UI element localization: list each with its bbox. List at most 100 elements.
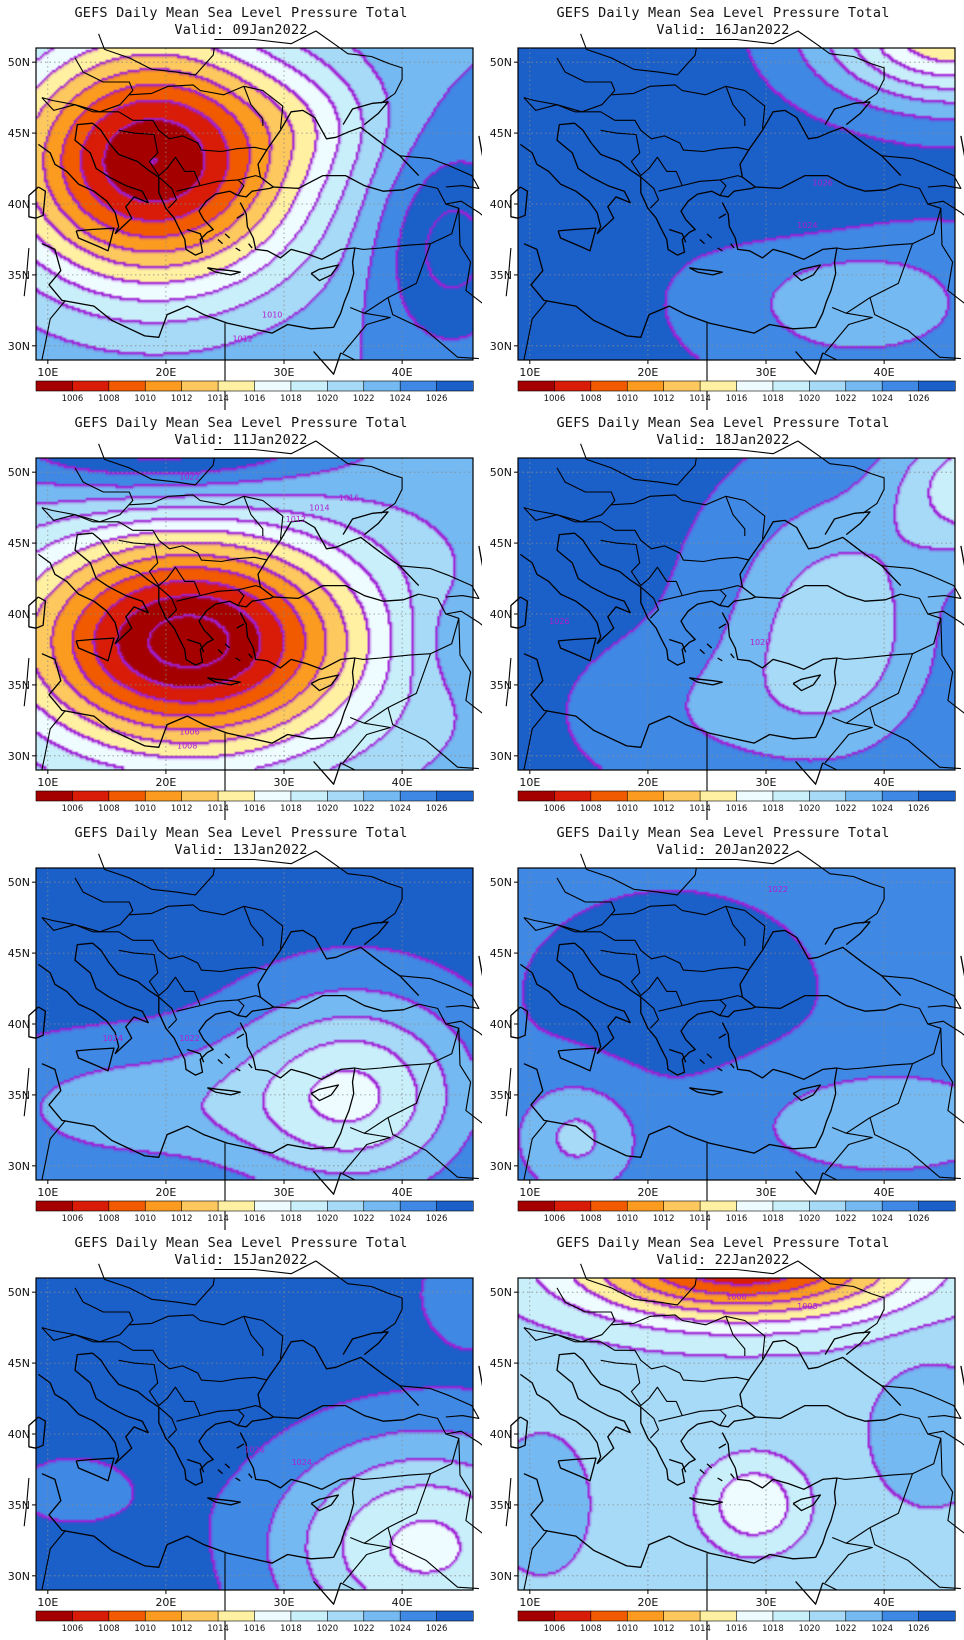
colorbar-swatch (363, 380, 401, 392)
country-border (600, 949, 677, 997)
country-border (342, 1542, 391, 1584)
coastline (792, 264, 822, 282)
lon-tick-label: 40E (874, 776, 895, 789)
contour-label: 1006 (179, 728, 199, 737)
country-border (214, 1260, 403, 1334)
coastline (706, 1053, 713, 1059)
colorbar-swatch (736, 790, 774, 802)
country-border (600, 1359, 677, 1407)
colorbar-label: 1008 (98, 804, 120, 814)
colorbar-swatch (590, 790, 628, 802)
lat-tick-label: 50N (8, 466, 30, 479)
colorbar-label: 1016 (726, 804, 748, 814)
colorbar-label: 1022 (835, 1624, 857, 1634)
panel-valid-date: Valid: 16Jan2022 (656, 22, 790, 38)
colorbar-swatch (217, 380, 256, 392)
country-border (580, 1263, 588, 1280)
colorbar-swatch (918, 380, 956, 392)
country-border (611, 84, 766, 129)
contour-label: 1024 (292, 1458, 312, 1467)
coastline (556, 532, 631, 645)
contour-label: 1026 (244, 1445, 264, 1454)
coastline (92, 1352, 274, 1486)
coastline (239, 202, 356, 328)
colorbar-label: 1018 (762, 1624, 784, 1634)
colorbar-label: 1018 (762, 394, 784, 404)
country-border (940, 1438, 964, 1534)
lon-tick-label: 10E (519, 1186, 540, 1199)
colorbar-label: 1010 (616, 1624, 638, 1634)
country-border (98, 443, 106, 460)
coastline (556, 122, 631, 235)
colorbar-swatch (108, 1200, 146, 1212)
country-border (158, 1406, 178, 1439)
country-border (658, 1409, 727, 1426)
coastline (523, 243, 816, 338)
coastline (236, 1443, 245, 1449)
country-border (118, 1359, 195, 1407)
coastline (28, 1006, 47, 1039)
country-border (940, 208, 964, 304)
country-border (458, 208, 482, 304)
country-border (822, 1172, 838, 1181)
coastline (310, 1494, 340, 1512)
coastline (574, 532, 756, 666)
colorbar-swatch (845, 380, 883, 392)
coastline (478, 545, 482, 567)
colorbar-label: 1018 (280, 1214, 302, 1224)
country-border (104, 867, 215, 896)
coastline (235, 1477, 241, 1482)
colorbar-swatch (918, 1200, 956, 1212)
lat-tick-label: 40N (8, 198, 30, 211)
colorbar-label: 1024 (871, 1624, 893, 1634)
country-border (523, 877, 616, 933)
coastline (206, 677, 241, 686)
country-border (881, 1385, 962, 1419)
country-border (505, 1067, 512, 1117)
country-border (129, 494, 284, 539)
country-border (399, 975, 480, 1009)
country-border (354, 183, 460, 250)
coastline (75, 1047, 115, 1072)
lat-tick-label: 35N (8, 679, 30, 692)
colorbar-swatch (736, 1610, 774, 1622)
colorbar-swatch (626, 1610, 665, 1622)
colorbar-label: 1020 (317, 1214, 339, 1224)
colorbar-swatch (772, 1610, 810, 1622)
country-border (586, 457, 697, 486)
coastline (557, 1047, 597, 1072)
coastline (795, 1171, 824, 1195)
colorbar-swatch (290, 380, 328, 392)
lat-tick-label: 30N (490, 1160, 512, 1173)
coastline (313, 1581, 342, 1605)
country-border (881, 565, 962, 599)
coastline (273, 1404, 419, 1422)
coastline (217, 649, 224, 655)
contour-label: 1014 (309, 503, 329, 512)
country-border (41, 1287, 134, 1343)
lat-tick-label: 35N (490, 1499, 512, 1512)
colorbar-label: 1006 (544, 394, 566, 404)
map-area: 1024 1022 (23, 850, 482, 1230)
country-border (658, 589, 727, 606)
colorbar-swatch (626, 1200, 665, 1212)
country-border (193, 581, 201, 596)
colorbar-swatch (663, 1200, 701, 1212)
colorbar-label: 1020 (799, 394, 821, 404)
colorbar-swatch (626, 380, 665, 392)
coastline (75, 637, 115, 662)
coastline (257, 519, 420, 598)
country-border (193, 991, 201, 1006)
colorbar-label: 1016 (726, 1624, 748, 1634)
country-border (349, 653, 432, 724)
lat-tick-label: 30N (8, 1160, 30, 1173)
country-border (41, 1327, 93, 1343)
panel-title: GEFS Daily Mean Sea Level Pressure Total (556, 5, 890, 21)
lon-tick-label: 30E (274, 1186, 295, 1199)
lat-tick-label: 40N (490, 198, 512, 211)
contour-label: 1022 (179, 1034, 199, 1043)
colorbar: 1006 1008 1010 1012 1014 1016 1018 1020 1022 1024… (35, 790, 474, 814)
